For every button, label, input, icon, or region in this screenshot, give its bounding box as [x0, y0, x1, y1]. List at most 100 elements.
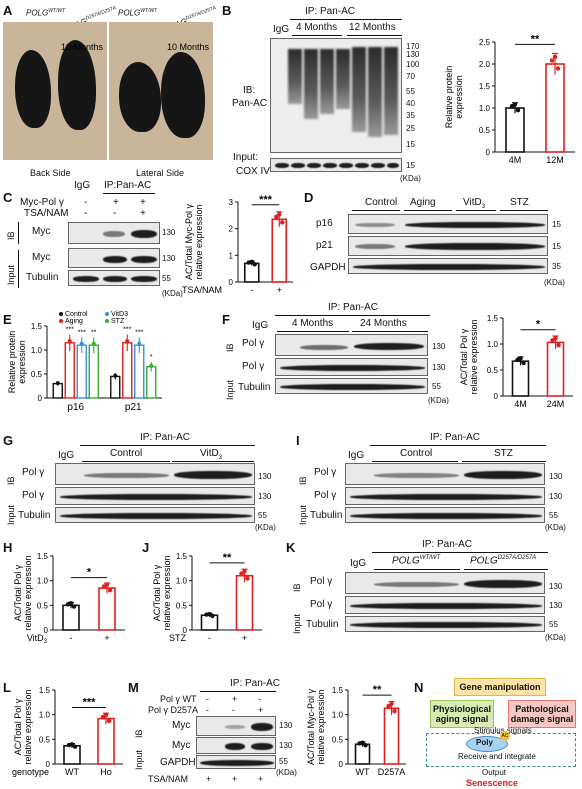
y-tick-label: 1.5	[176, 552, 188, 561]
chart-c: 0 1 2 3 - + *** AC/Total Myc-Pol γ relative expr…	[182, 194, 293, 295]
bar	[271, 218, 288, 283]
y-tick-label: 3	[229, 198, 234, 207]
mice-lateral-photo: 10 Months	[109, 22, 213, 160]
row-label: p16	[316, 218, 333, 229]
bar	[98, 587, 116, 631]
data-point	[386, 703, 391, 709]
mice-back-photo: 10 Months	[3, 22, 107, 160]
chart-h: 0 0.5 1.0 1.5 - + * AC/Total Pol γ relative expr…	[13, 552, 125, 645]
y-tick-label: 1.5	[332, 686, 344, 695]
legend-label: Aging	[65, 318, 83, 325]
bar	[545, 63, 565, 153]
ib-side-label: IB	[292, 583, 302, 592]
polg-ip-blot	[345, 572, 545, 594]
data-point	[363, 743, 368, 748]
bar	[546, 341, 565, 397]
data-point	[107, 587, 113, 593]
sign: -	[84, 197, 88, 208]
marker-15: 15	[406, 140, 415, 149]
y-axis-label: AC/Total Pol γ	[459, 328, 469, 385]
myc-ip-blot	[196, 716, 276, 736]
y-tick-label: 0.5	[332, 735, 344, 744]
y-tick-label: 1.0	[332, 711, 344, 720]
y-axis-label: relative expression	[194, 204, 204, 279]
polg-input-blot	[55, 487, 255, 505]
data-point	[553, 335, 558, 341]
y-tick-label: 0	[486, 148, 491, 157]
ip-label: IP: Pan-AC	[230, 678, 281, 689]
senescence-label: Senescence	[466, 778, 519, 788]
marker-130: 130	[406, 50, 420, 59]
legend-marker	[105, 319, 109, 323]
data-point	[91, 341, 96, 346]
y-axis-label: Relative protein	[444, 66, 454, 129]
y-tick-label: 1.5	[37, 552, 49, 561]
myc-ip-blot	[68, 222, 160, 244]
panel-n-label: N	[414, 680, 424, 695]
stimulus-label: Stimulus signals	[474, 726, 532, 735]
sign: +	[258, 705, 264, 715]
y-axis-label: AC/Total Myc-Pol γ	[306, 688, 316, 765]
y-tick-label: 0.5	[176, 601, 188, 610]
significance-stars: **	[91, 329, 97, 336]
ip-label: IP: Pan-AC	[430, 432, 481, 443]
input-label: Input:	[233, 152, 259, 163]
y-axis-label: Relative protein	[7, 331, 17, 394]
p16-blot	[348, 214, 548, 234]
marker: 130	[549, 601, 563, 610]
bar	[97, 717, 115, 765]
tubulin-blot	[68, 270, 160, 286]
marker-100: 100	[406, 60, 420, 69]
group-label: VitD3	[200, 448, 223, 461]
band-label: Myc	[172, 720, 191, 731]
marker-40: 40	[406, 99, 415, 108]
marker: 130	[549, 472, 563, 481]
significance-stars: ***	[66, 327, 74, 334]
marker: 55	[549, 511, 558, 520]
bar	[235, 574, 254, 631]
kda-unit: (KDa)	[400, 174, 421, 183]
ib-side-label: IB	[298, 476, 308, 485]
x-tick-label: 4M	[509, 155, 522, 165]
kda-unit: (KDa)	[545, 523, 566, 532]
marker-35: 35	[406, 111, 415, 120]
marker: 35	[552, 262, 561, 271]
sign: -	[113, 208, 117, 219]
marker: 130	[549, 582, 563, 591]
marker: 55	[162, 274, 171, 283]
y-axis-label: AC/Total Pol γ	[152, 564, 162, 621]
kda-unit: (KDa)	[545, 633, 566, 642]
y-tick-label: 0	[46, 760, 51, 769]
significance-stars: ***	[83, 697, 97, 709]
y-axis-label: relative expression	[23, 689, 33, 764]
pan-ac-blot	[270, 38, 402, 153]
marker: 130	[432, 363, 446, 372]
ib-side-label: IB	[225, 343, 235, 352]
y-tick-label: 0	[38, 394, 43, 403]
row-label: p21	[316, 240, 333, 251]
sign: +	[140, 197, 146, 208]
x-tick-label: 12M	[546, 155, 564, 165]
panel-f-label: F	[222, 312, 230, 327]
legend-label: STZ	[111, 318, 125, 325]
lateral-side-label: Lateral Side	[136, 168, 185, 178]
row-label: Pol γ	[310, 576, 333, 587]
panel-i-label: I	[296, 433, 300, 448]
y-tick-label: 0.5	[479, 126, 491, 135]
legend-marker	[105, 312, 109, 316]
sign: +	[258, 774, 264, 784]
group-label: Control	[110, 448, 143, 459]
bar	[505, 107, 525, 153]
marker: 55	[279, 757, 288, 766]
data-point	[249, 259, 254, 265]
group-label: Aging	[410, 197, 436, 208]
significance-stars: *	[536, 319, 541, 331]
p21-blot	[348, 236, 548, 256]
data-point	[555, 66, 561, 71]
cox-iv-label: COX IV	[236, 166, 270, 177]
bar	[243, 262, 260, 283]
y-tick-label: 0	[229, 278, 234, 287]
row-label: Pol γ WT	[160, 694, 197, 704]
polg-ip-blot	[345, 463, 545, 485]
input-side-label: Input	[225, 379, 235, 400]
